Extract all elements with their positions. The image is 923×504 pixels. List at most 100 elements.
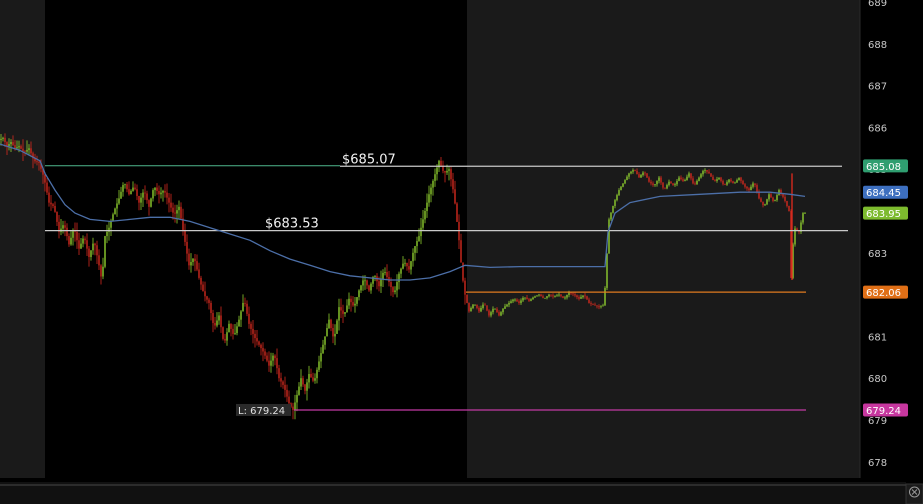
- price-badges: 685.08 684.45 683.95 682.06 679.24: [863, 159, 908, 417]
- candle: [326, 323, 328, 337]
- candle: [194, 253, 196, 272]
- candle: [786, 200, 788, 208]
- candle: [594, 302, 596, 306]
- candle: [196, 254, 198, 272]
- candle: [432, 179, 434, 196]
- candle: [70, 230, 72, 246]
- candle: [386, 264, 388, 280]
- candle: [278, 364, 280, 382]
- candle: [464, 277, 466, 305]
- candle: [706, 169, 708, 174]
- candle: [536, 295, 538, 297]
- candle: [486, 305, 488, 312]
- candle: [150, 197, 152, 208]
- candle: [704, 168, 706, 174]
- vwap-line: [0, 143, 806, 281]
- candle: [366, 279, 368, 289]
- candle: [426, 193, 428, 218]
- candle: [222, 326, 224, 341]
- candle: [734, 181, 736, 184]
- candle: [338, 298, 340, 331]
- candle: [234, 324, 236, 335]
- candle: [540, 293, 542, 297]
- candle: [130, 189, 132, 195]
- candle: [496, 307, 498, 313]
- candle: [254, 330, 256, 348]
- candle: [694, 181, 696, 186]
- candle: [370, 282, 372, 294]
- y-tick-label: 687: [868, 82, 887, 93]
- candle: [554, 295, 556, 298]
- scrollbar-close-button[interactable]: [905, 483, 923, 504]
- candle: [266, 352, 268, 363]
- candle: [248, 306, 250, 329]
- candle: [710, 173, 712, 177]
- candle: [20, 144, 22, 150]
- candle: [788, 205, 790, 212]
- candle: [62, 220, 64, 234]
- candle: [676, 178, 678, 187]
- candle: [206, 295, 208, 304]
- candle: [684, 178, 686, 182]
- candle: [346, 299, 348, 313]
- candle: [328, 313, 330, 330]
- candle: [712, 174, 714, 181]
- price-badge-text: 679.24: [866, 406, 901, 417]
- candle: [758, 189, 760, 200]
- time-scrollbar[interactable]: [0, 482, 906, 504]
- candle: [192, 258, 194, 266]
- candle: [140, 193, 142, 211]
- candle: [270, 352, 272, 373]
- candle: [506, 303, 508, 308]
- candle: [274, 354, 276, 366]
- candle: [456, 202, 458, 222]
- candle: [434, 168, 436, 187]
- candle: [334, 324, 336, 346]
- candle: [730, 177, 732, 183]
- candle: [118, 190, 120, 205]
- candle: [550, 294, 552, 297]
- candle: [400, 267, 402, 279]
- candle: [258, 340, 260, 347]
- candle: [148, 199, 150, 216]
- candle: [746, 186, 748, 191]
- candle: [626, 175, 628, 181]
- y-tick-label: 679: [868, 416, 887, 427]
- candle: [176, 204, 178, 224]
- candle: [146, 190, 148, 204]
- candle: [102, 257, 104, 280]
- candle: [50, 195, 52, 211]
- candle: [620, 186, 622, 191]
- candle: [324, 336, 326, 350]
- candle: [348, 292, 350, 310]
- candle: [470, 306, 472, 312]
- candle: [698, 176, 700, 182]
- candle: [298, 382, 300, 396]
- candle: [608, 217, 610, 254]
- candle: [478, 306, 480, 314]
- candle: [692, 176, 694, 185]
- candle: [218, 312, 220, 325]
- candle: [136, 184, 138, 201]
- candle: [648, 176, 650, 183]
- candle: [284, 376, 286, 398]
- candle: [174, 204, 176, 223]
- candle: [468, 302, 470, 313]
- candle: [40, 159, 42, 173]
- candle: [472, 303, 474, 310]
- candle: [238, 315, 240, 327]
- candle: [396, 274, 398, 298]
- candle: [142, 189, 144, 207]
- candle: [588, 297, 590, 304]
- candle: [484, 302, 486, 306]
- candle: [48, 186, 50, 207]
- candle: [524, 297, 526, 300]
- candle: [430, 183, 432, 203]
- candle: [66, 223, 68, 241]
- candle: [68, 233, 70, 247]
- candle: [494, 308, 496, 310]
- candle: [286, 384, 288, 402]
- y-tick-label: 678: [868, 458, 887, 469]
- candle: [544, 297, 546, 299]
